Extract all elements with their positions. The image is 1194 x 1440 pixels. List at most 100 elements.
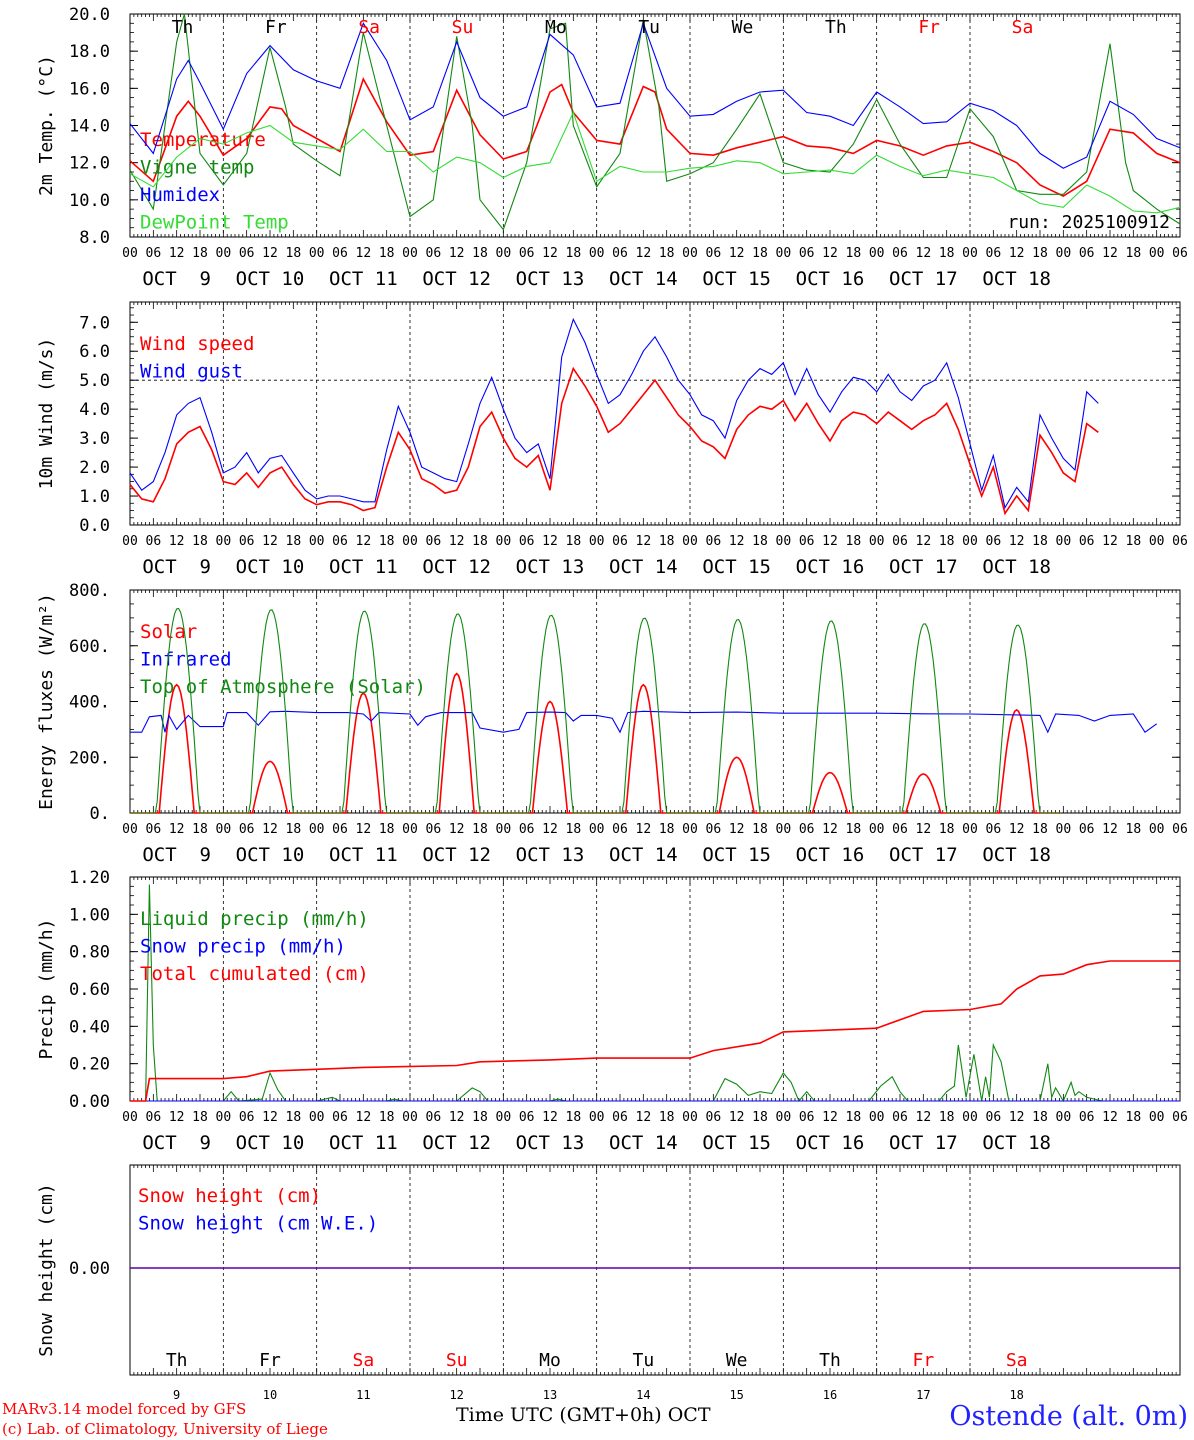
hour-tick-label: 18 [659,246,675,261]
hour-tick-label: 06 [986,534,1002,549]
hour-tick-label: 12 [916,822,932,837]
date-label: OCT 17 [889,556,958,578]
y-tick-label: 3.0 [79,429,110,449]
hour-tick-label: 06 [239,246,255,261]
hour-tick-label: 06 [706,534,722,549]
day-name: We [732,17,754,38]
y-tick-label: 800. [69,581,110,601]
y-tick-label: 1.00 [69,905,110,925]
hour-tick-label: 18 [192,246,208,261]
hour-tick-label: 00 [1056,1110,1072,1125]
hour-tick-label: 00 [122,1110,138,1125]
day-name: Fr [912,1350,934,1371]
day-name: Fr [265,17,287,38]
hour-tick-label: 00 [589,246,605,261]
date-label: OCT 12 [422,268,491,290]
hour-tick-label: 12 [729,534,745,549]
hour-tick-label: 18 [752,246,768,261]
y-tick-label: 0.40 [69,1017,110,1037]
hour-tick-label: 00 [1149,1110,1165,1125]
plot-frame [129,13,1181,238]
hour-tick-label: 12 [1102,534,1118,549]
legend-entry: Snow height (cm W.E.) [138,1213,378,1235]
y-tick-label: 6.0 [79,342,110,362]
day-name: Mo [539,1350,561,1371]
date-label: OCT 9 [142,556,211,578]
date-label: OCT 16 [796,268,865,290]
hour-tick-label: 00 [122,534,138,549]
day-name: Mo [545,17,567,38]
hour-tick-label: 18 [752,534,768,549]
hour-tick-label: 06 [706,1110,722,1125]
hour-tick-label: 12 [1009,246,1025,261]
hour-tick-label: 12 [1102,1110,1118,1125]
y-tick-label: 5.0 [79,371,110,391]
legend-entry: Humidex [140,184,220,206]
model-credit: MARv3.14 model forced by GFS [2,1400,247,1418]
hour-tick-label: 00 [216,534,232,549]
hour-tick-label: 12 [729,1110,745,1125]
date-label: OCT 12 [422,1132,491,1154]
day-name: We [726,1350,748,1371]
hour-tick-label: 00 [216,1110,232,1125]
hour-tick-label: 18 [286,246,302,261]
hour-tick-label: 06 [332,534,348,549]
date-label: OCT 13 [516,1132,585,1154]
hour-tick-label: 06 [332,246,348,261]
hour-tick-label: 06 [1079,246,1095,261]
hour-tick-label: 00 [589,822,605,837]
y-axis-label: Precip (mm/h) [36,919,57,1060]
hour-tick-label: 18 [1126,246,1142,261]
date-label: OCT 17 [889,268,958,290]
hour-tick-label: 06 [1172,534,1188,549]
hour-tick-label: 06 [239,1110,255,1125]
day-name: Su [452,17,474,38]
date-label: OCT 10 [236,268,305,290]
y-axis-label: 10m Wind (m/s) [36,338,57,490]
y-tick-label: 2.0 [79,458,110,478]
series-line [130,960,1180,1102]
date-label: OCT 15 [702,1132,771,1154]
hour-tick-label: 00 [122,246,138,261]
hour-tick-label: 00 [1056,534,1072,549]
day-number: 10 [263,1388,277,1402]
hour-tick-label: 06 [799,1110,815,1125]
date-label: OCT 13 [516,844,585,866]
day-name: Su [446,1350,468,1371]
y-axis-label: Energy fluxes (W/m²) [36,593,57,810]
hour-tick-label: 12 [822,822,838,837]
date-label: OCT 13 [516,556,585,578]
date-label: OCT 18 [982,268,1051,290]
date-label: OCT 14 [609,844,678,866]
legend-entry: Snow precip (mm/h) [140,936,346,958]
hour-tick-label: 18 [192,534,208,549]
hour-tick-label: 18 [379,1110,395,1125]
hour-tick-label: 06 [146,1110,162,1125]
hour-tick-label: 12 [262,534,278,549]
panel-1: 8.0 10.0 12.0 14.0 16.0 18.0 20.0 2m Temp. (°C)… [36,5,1188,290]
hour-tick-label: 06 [146,822,162,837]
day-number: 11 [356,1388,370,1402]
y-tick-label: 4.0 [79,400,110,420]
hour-tick-label: 00 [776,534,792,549]
day-number: 18 [1009,1388,1023,1402]
legend-entry: Snow height (cm) [138,1185,321,1207]
date-label: OCT 18 [982,556,1051,578]
day-number: 13 [543,1388,557,1402]
hour-tick-label: 00 [1056,822,1072,837]
hour-tick-label: 06 [706,246,722,261]
hour-tick-label: 18 [472,822,488,837]
day-name: Sa [1006,1350,1028,1371]
hour-tick-label: 00 [589,1110,605,1125]
date-label: OCT 9 [142,844,211,866]
hour-tick-label: 18 [472,534,488,549]
run-annotation: run: 2025100912 [1007,212,1170,233]
date-label: OCT 13 [516,268,585,290]
date-label: OCT 16 [796,1132,865,1154]
hour-tick-label: 12 [449,534,465,549]
hour-tick-label: 00 [682,534,698,549]
hour-tick-label: 18 [1032,246,1048,261]
hour-tick-label: 18 [286,534,302,549]
hour-tick-label: 12 [262,822,278,837]
hour-tick-label: 00 [682,822,698,837]
